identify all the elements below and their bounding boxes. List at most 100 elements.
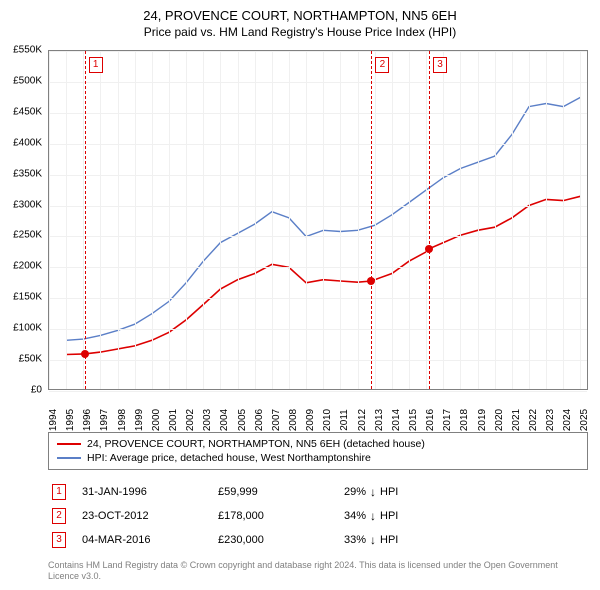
event-pct: 29% bbox=[344, 486, 366, 498]
event-price: £59,999 bbox=[218, 486, 328, 498]
gridline-vertical bbox=[512, 51, 513, 389]
gridline-horizontal bbox=[49, 206, 587, 207]
y-axis: £0£50K£100K£150K£200K£250K£300K£350K£400… bbox=[0, 50, 46, 390]
x-tick-label: 2018 bbox=[459, 409, 470, 431]
x-tick-label: 2008 bbox=[288, 409, 299, 431]
x-tick-label: 1995 bbox=[65, 409, 76, 431]
event-pct: 34% bbox=[344, 510, 366, 522]
sale-point bbox=[425, 245, 433, 253]
x-tick-label: 2010 bbox=[322, 409, 333, 431]
gridline-horizontal bbox=[49, 298, 587, 299]
gridline-horizontal bbox=[49, 236, 587, 237]
x-tick-label: 2022 bbox=[528, 409, 539, 431]
event-vs: HPI bbox=[380, 534, 398, 546]
gridline-vertical bbox=[546, 51, 547, 389]
gridline-vertical bbox=[495, 51, 496, 389]
x-tick-label: 2005 bbox=[237, 409, 248, 431]
x-tick-label: 2003 bbox=[202, 409, 213, 431]
y-tick-label: £350K bbox=[13, 168, 42, 179]
gridline-horizontal bbox=[49, 82, 587, 83]
event-date: 04-MAR-2016 bbox=[82, 534, 202, 546]
gridline-vertical bbox=[66, 51, 67, 389]
event-line bbox=[85, 51, 86, 389]
event-row: 131-JAN-1996£59,99929%↓HPI bbox=[48, 480, 588, 504]
x-tick-label: 2014 bbox=[391, 409, 402, 431]
legend-item: 24, PROVENCE COURT, NORTHAMPTON, NN5 6EH… bbox=[57, 437, 579, 451]
legend-item: HPI: Average price, detached house, West… bbox=[57, 451, 579, 465]
x-tick-label: 2017 bbox=[442, 409, 453, 431]
gridline-vertical bbox=[186, 51, 187, 389]
event-pct: 33% bbox=[344, 534, 366, 546]
x-tick-label: 1998 bbox=[117, 409, 128, 431]
gridline-vertical bbox=[306, 51, 307, 389]
chart-container: 24, PROVENCE COURT, NORTHAMPTON, NN5 6EH… bbox=[0, 0, 600, 590]
x-tick-label: 2025 bbox=[579, 409, 590, 431]
chart-subtitle: Price paid vs. HM Land Registry's House … bbox=[0, 25, 600, 39]
gridline-vertical bbox=[460, 51, 461, 389]
event-line bbox=[429, 51, 430, 389]
gridline-vertical bbox=[238, 51, 239, 389]
gridline-vertical bbox=[340, 51, 341, 389]
gridline-vertical bbox=[392, 51, 393, 389]
event-price: £178,000 bbox=[218, 510, 328, 522]
x-tick-label: 1994 bbox=[48, 409, 59, 431]
events-table: 131-JAN-1996£59,99929%↓HPI223-OCT-2012£1… bbox=[48, 480, 588, 552]
event-num-box: 1 bbox=[52, 484, 66, 500]
x-tick-label: 2000 bbox=[151, 409, 162, 431]
gridline-vertical bbox=[563, 51, 564, 389]
gridline-horizontal bbox=[49, 175, 587, 176]
x-axis: 1994199519961997199819992000200120022003… bbox=[48, 392, 588, 430]
event-line bbox=[371, 51, 372, 389]
gridline-vertical bbox=[152, 51, 153, 389]
arrow-down-icon: ↓ bbox=[370, 485, 376, 499]
gridline-vertical bbox=[169, 51, 170, 389]
legend: 24, PROVENCE COURT, NORTHAMPTON, NN5 6EH… bbox=[48, 432, 588, 470]
x-tick-label: 2015 bbox=[408, 409, 419, 431]
event-row: 223-OCT-2012£178,00034%↓HPI bbox=[48, 504, 588, 528]
gridline-horizontal bbox=[49, 144, 587, 145]
x-tick-label: 2001 bbox=[168, 409, 179, 431]
event-diff: 34% ↓ HPI bbox=[344, 509, 464, 523]
event-marker: 1 bbox=[89, 57, 103, 73]
x-tick-label: 2021 bbox=[511, 409, 522, 431]
x-tick-label: 2019 bbox=[477, 409, 488, 431]
y-tick-label: £200K bbox=[13, 261, 42, 272]
x-tick-label: 2016 bbox=[425, 409, 436, 431]
legend-swatch bbox=[57, 443, 81, 445]
gridline-vertical bbox=[255, 51, 256, 389]
gridline-horizontal bbox=[49, 360, 587, 361]
event-vs: HPI bbox=[380, 486, 398, 498]
gridline-vertical bbox=[49, 51, 50, 389]
gridline-horizontal bbox=[49, 113, 587, 114]
x-tick-label: 2006 bbox=[254, 409, 265, 431]
gridline-vertical bbox=[118, 51, 119, 389]
footnote: Contains HM Land Registry data © Crown c… bbox=[48, 560, 588, 582]
gridline-vertical bbox=[443, 51, 444, 389]
x-tick-label: 2023 bbox=[545, 409, 556, 431]
y-tick-label: £450K bbox=[13, 106, 42, 117]
y-tick-label: £550K bbox=[13, 45, 42, 56]
gridline-vertical bbox=[375, 51, 376, 389]
event-vs: HPI bbox=[380, 510, 398, 522]
x-tick-label: 1996 bbox=[82, 409, 93, 431]
y-tick-label: £250K bbox=[13, 230, 42, 241]
title-block: 24, PROVENCE COURT, NORTHAMPTON, NN5 6EH… bbox=[0, 0, 600, 39]
gridline-vertical bbox=[323, 51, 324, 389]
event-marker: 2 bbox=[375, 57, 389, 73]
event-price: £230,000 bbox=[218, 534, 328, 546]
x-tick-label: 2013 bbox=[374, 409, 385, 431]
gridline-horizontal bbox=[49, 267, 587, 268]
legend-label: 24, PROVENCE COURT, NORTHAMPTON, NN5 6EH… bbox=[87, 438, 425, 450]
gridline-vertical bbox=[135, 51, 136, 389]
y-tick-label: £0 bbox=[31, 385, 42, 396]
event-num-box: 3 bbox=[52, 532, 66, 548]
gridline-vertical bbox=[426, 51, 427, 389]
plot-area: 123 bbox=[48, 50, 588, 390]
x-tick-label: 2024 bbox=[562, 409, 573, 431]
arrow-down-icon: ↓ bbox=[370, 533, 376, 547]
y-tick-label: £300K bbox=[13, 199, 42, 210]
x-tick-label: 2011 bbox=[339, 409, 350, 431]
gridline-vertical bbox=[100, 51, 101, 389]
arrow-down-icon: ↓ bbox=[370, 509, 376, 523]
y-tick-label: £50K bbox=[19, 354, 42, 365]
